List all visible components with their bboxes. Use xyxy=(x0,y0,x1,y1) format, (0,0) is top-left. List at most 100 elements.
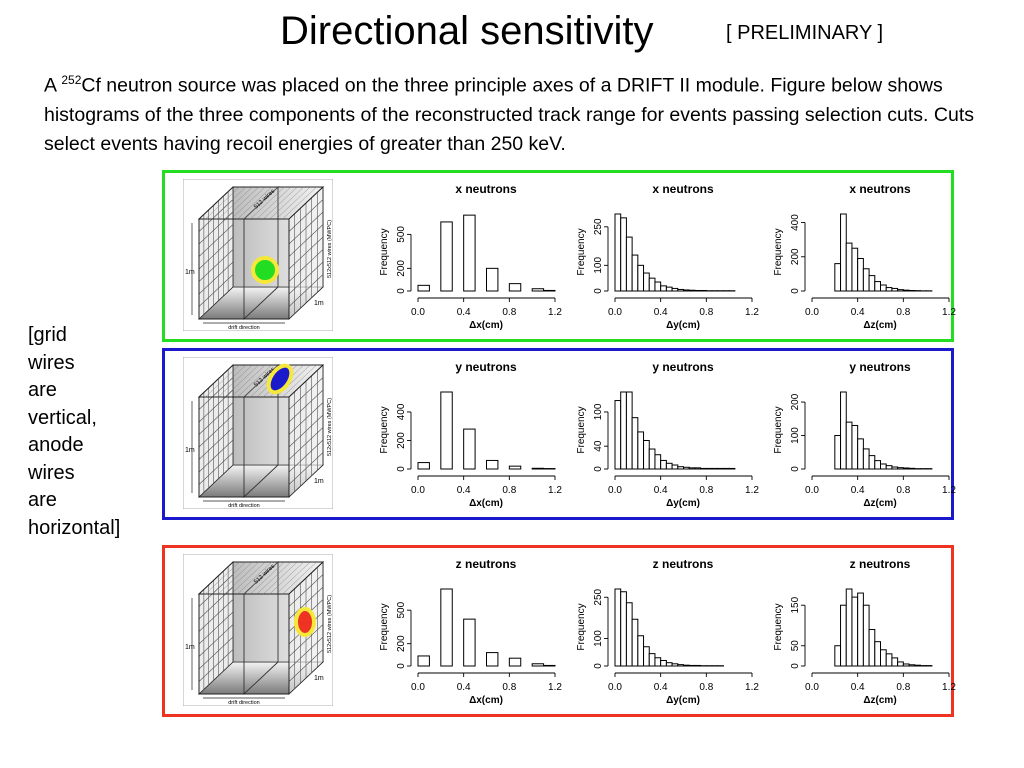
x-axis-label: Δz(cm) xyxy=(863,320,896,331)
histogram-y-dz: y neutrons 0.0 0.4 0.8 1.2 Δz(cm) 0 100 200 Frequ… xyxy=(773,360,956,509)
histogram-bar xyxy=(637,264,645,292)
height-label: 1m xyxy=(185,269,195,276)
x-tick-label: 0.8 xyxy=(502,682,516,693)
histogram-bar xyxy=(851,424,859,470)
histogram-bar xyxy=(614,213,622,292)
histogram-bar xyxy=(643,272,650,292)
histogram-bar xyxy=(654,454,662,470)
histogram-bar xyxy=(671,464,679,470)
histogram-bar xyxy=(845,242,853,292)
histogram-bar xyxy=(717,467,724,470)
y-tick-label: 200 xyxy=(396,432,407,449)
histogram-bar xyxy=(834,435,842,470)
x-tick-label: 0.8 xyxy=(699,485,713,496)
y-tick-label: 0 xyxy=(396,288,407,294)
histogram-bar xyxy=(834,645,842,667)
histogram-bar xyxy=(851,596,859,667)
y-tick-label: 250 xyxy=(593,588,604,605)
x-axis-label: Δz(cm) xyxy=(863,498,896,509)
y-tick-label: 0 xyxy=(396,663,407,669)
x-tick-label: 0.8 xyxy=(896,682,910,693)
histogram-bar xyxy=(885,465,893,470)
histogram-bar xyxy=(531,663,545,667)
chart-title: y neutrons xyxy=(652,360,714,374)
y-axis-label: Frequency xyxy=(379,228,390,275)
histogram-bar xyxy=(660,459,667,470)
histogram-bar xyxy=(440,221,453,292)
y-tick-label: 0 xyxy=(790,663,801,669)
x-tick-label: 0.0 xyxy=(411,485,425,496)
histogram-bar xyxy=(665,286,673,292)
histogram-bar xyxy=(643,646,650,667)
histogram-bar xyxy=(880,649,887,667)
x-tick-label: 1.2 xyxy=(548,485,562,496)
histogram-bar xyxy=(914,664,921,667)
cube-top-frame xyxy=(197,186,325,220)
y-tick-label: 400 xyxy=(790,214,801,231)
x-tick-label: 0.0 xyxy=(608,485,622,496)
x-axis-label: Δy(cm) xyxy=(666,320,700,331)
histogram-bar xyxy=(637,635,645,667)
histogram-bar xyxy=(902,467,910,470)
histogram-bar xyxy=(840,391,847,470)
x-tick-label: 0.0 xyxy=(805,485,819,496)
top-wire-plane xyxy=(205,561,317,595)
x-tick-label: 1.2 xyxy=(942,485,956,496)
y-tick-label: 0 xyxy=(593,663,604,669)
histogram-bar xyxy=(722,467,730,470)
histogram-bar xyxy=(614,588,622,667)
x-tick-label: 0.8 xyxy=(896,485,910,496)
histogram-bar xyxy=(665,462,673,470)
x-tick-label: 0.4 xyxy=(457,307,471,318)
histogram-bar xyxy=(671,287,679,292)
side-note-line: wires xyxy=(28,351,75,374)
histogram-bar xyxy=(508,283,522,292)
x-tick-label: 0.8 xyxy=(699,682,713,693)
chart-title: y neutrons xyxy=(849,360,911,374)
height-label: 1m xyxy=(185,447,195,454)
histogram-bar xyxy=(857,438,864,470)
x-tick-label: 0.4 xyxy=(457,682,471,693)
histogram-bar xyxy=(625,391,633,470)
histogram-bar xyxy=(700,289,707,292)
histogram-bar xyxy=(665,662,673,667)
y-tick-label: 200 xyxy=(790,248,801,265)
chart-title: z neutrons xyxy=(653,557,714,571)
x-tick-label: 0.8 xyxy=(502,307,516,318)
x-axis-label: Δx(cm) xyxy=(469,695,503,706)
histogram-bar xyxy=(683,466,690,470)
histogram-bar xyxy=(728,467,736,470)
intro-text: Cf neutron source was placed on the thre… xyxy=(44,74,974,155)
x-axis-label: Δx(cm) xyxy=(469,320,503,331)
histogram-bar xyxy=(631,254,639,292)
histogram-bar xyxy=(614,400,622,470)
histogram-bar xyxy=(891,287,899,292)
x-axis-label: Δy(cm) xyxy=(666,498,700,509)
histogram-bar xyxy=(531,467,545,470)
intro-paragraph: A 252Cf neutron source was placed on the… xyxy=(44,66,1024,159)
x-tick-label: 0.8 xyxy=(502,485,516,496)
histogram-bar xyxy=(834,263,842,292)
histogram-bar xyxy=(654,281,662,292)
chart-title: y neutrons xyxy=(455,360,517,374)
neutron-source-marker xyxy=(294,607,316,637)
x-tick-label: 0.4 xyxy=(851,485,865,496)
histogram-bar xyxy=(543,289,556,292)
histogram-bar xyxy=(660,660,667,667)
histogram-bar xyxy=(463,618,476,667)
y-neutrons-panel: 512 wires 512x512 wires (MWPC) 1m 1m drift d… xyxy=(162,348,956,520)
histogram-bar xyxy=(851,247,859,292)
y-tick-label: 40 xyxy=(593,440,604,452)
isotope-mass-number: 252 xyxy=(61,73,82,87)
histogram-bar xyxy=(908,664,916,667)
x-tick-label: 1.2 xyxy=(548,682,562,693)
histogram-bar xyxy=(688,289,696,292)
histogram-bar xyxy=(862,448,870,470)
histogram-bar xyxy=(845,421,853,470)
drift-direction-label: drift direction xyxy=(228,700,260,706)
y-axis-label: Frequency xyxy=(773,603,784,650)
x-tick-label: 0.8 xyxy=(699,307,713,318)
histogram-bar xyxy=(868,455,876,470)
